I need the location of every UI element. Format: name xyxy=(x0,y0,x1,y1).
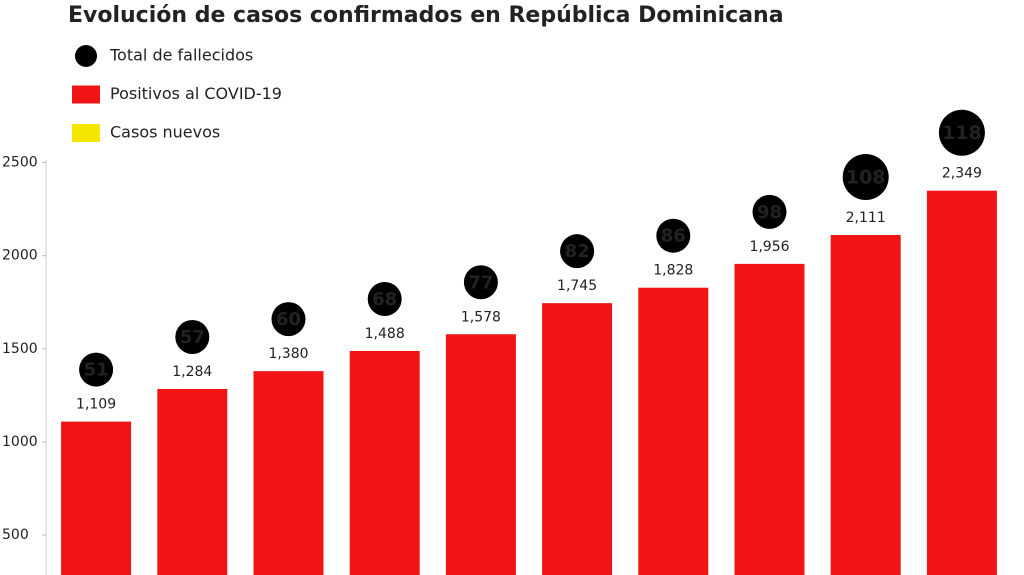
data-label: 1,745 xyxy=(557,278,597,294)
data-label: 1,109 xyxy=(76,397,116,413)
death-marker xyxy=(938,109,985,156)
bar xyxy=(349,351,420,575)
death-marker xyxy=(463,265,498,300)
legend-label: Positivos al COVID-19 xyxy=(110,84,282,103)
y-tick-label: 1000 xyxy=(2,434,38,450)
death-label: 77 xyxy=(468,272,493,293)
bar xyxy=(926,190,997,575)
death-marker xyxy=(271,302,306,337)
death-marker xyxy=(175,319,210,354)
legend-label: Casos nuevos xyxy=(110,123,220,142)
y-tick-label: 500 xyxy=(2,527,29,543)
death-marker xyxy=(367,282,402,317)
bar xyxy=(734,263,805,575)
death-label: 57 xyxy=(180,327,205,348)
death-label: 51 xyxy=(84,360,109,381)
y-tick-label: 1500 xyxy=(2,341,38,357)
death-marker xyxy=(79,352,114,387)
legend-label: Total de fallecidos xyxy=(109,46,253,65)
data-label: 2,111 xyxy=(846,210,886,226)
legend-marker xyxy=(72,124,100,142)
data-label: 1,578 xyxy=(461,309,501,325)
bar xyxy=(157,388,228,575)
death-label: 60 xyxy=(276,309,301,330)
bar xyxy=(830,235,901,575)
chart-title: Evolución de casos confirmados en Repúbl… xyxy=(68,3,784,28)
data-label: 1,828 xyxy=(653,263,693,279)
legend-marker xyxy=(72,85,100,104)
death-marker xyxy=(560,234,595,269)
data-label: 1,956 xyxy=(749,239,789,255)
data-label: 1,284 xyxy=(172,364,212,380)
bar xyxy=(445,334,516,575)
death-label: 98 xyxy=(757,202,782,223)
data-label: 1,488 xyxy=(365,326,405,342)
bar xyxy=(638,287,709,575)
bar xyxy=(253,371,324,575)
death-marker xyxy=(842,154,889,201)
death-marker xyxy=(656,218,691,253)
bar xyxy=(542,303,613,575)
death-label: 108 xyxy=(846,167,886,189)
death-label: 86 xyxy=(661,226,686,247)
death-label: 118 xyxy=(942,122,982,144)
death-label: 82 xyxy=(565,241,590,262)
death-marker xyxy=(752,194,787,229)
y-tick-label: 2000 xyxy=(2,248,38,264)
data-label: 2,349 xyxy=(942,166,982,182)
legend-marker xyxy=(75,45,97,67)
bar xyxy=(61,421,132,575)
y-tick-label: 2500 xyxy=(2,155,38,171)
death-label: 68 xyxy=(372,289,397,310)
data-label: 1,380 xyxy=(268,346,308,362)
